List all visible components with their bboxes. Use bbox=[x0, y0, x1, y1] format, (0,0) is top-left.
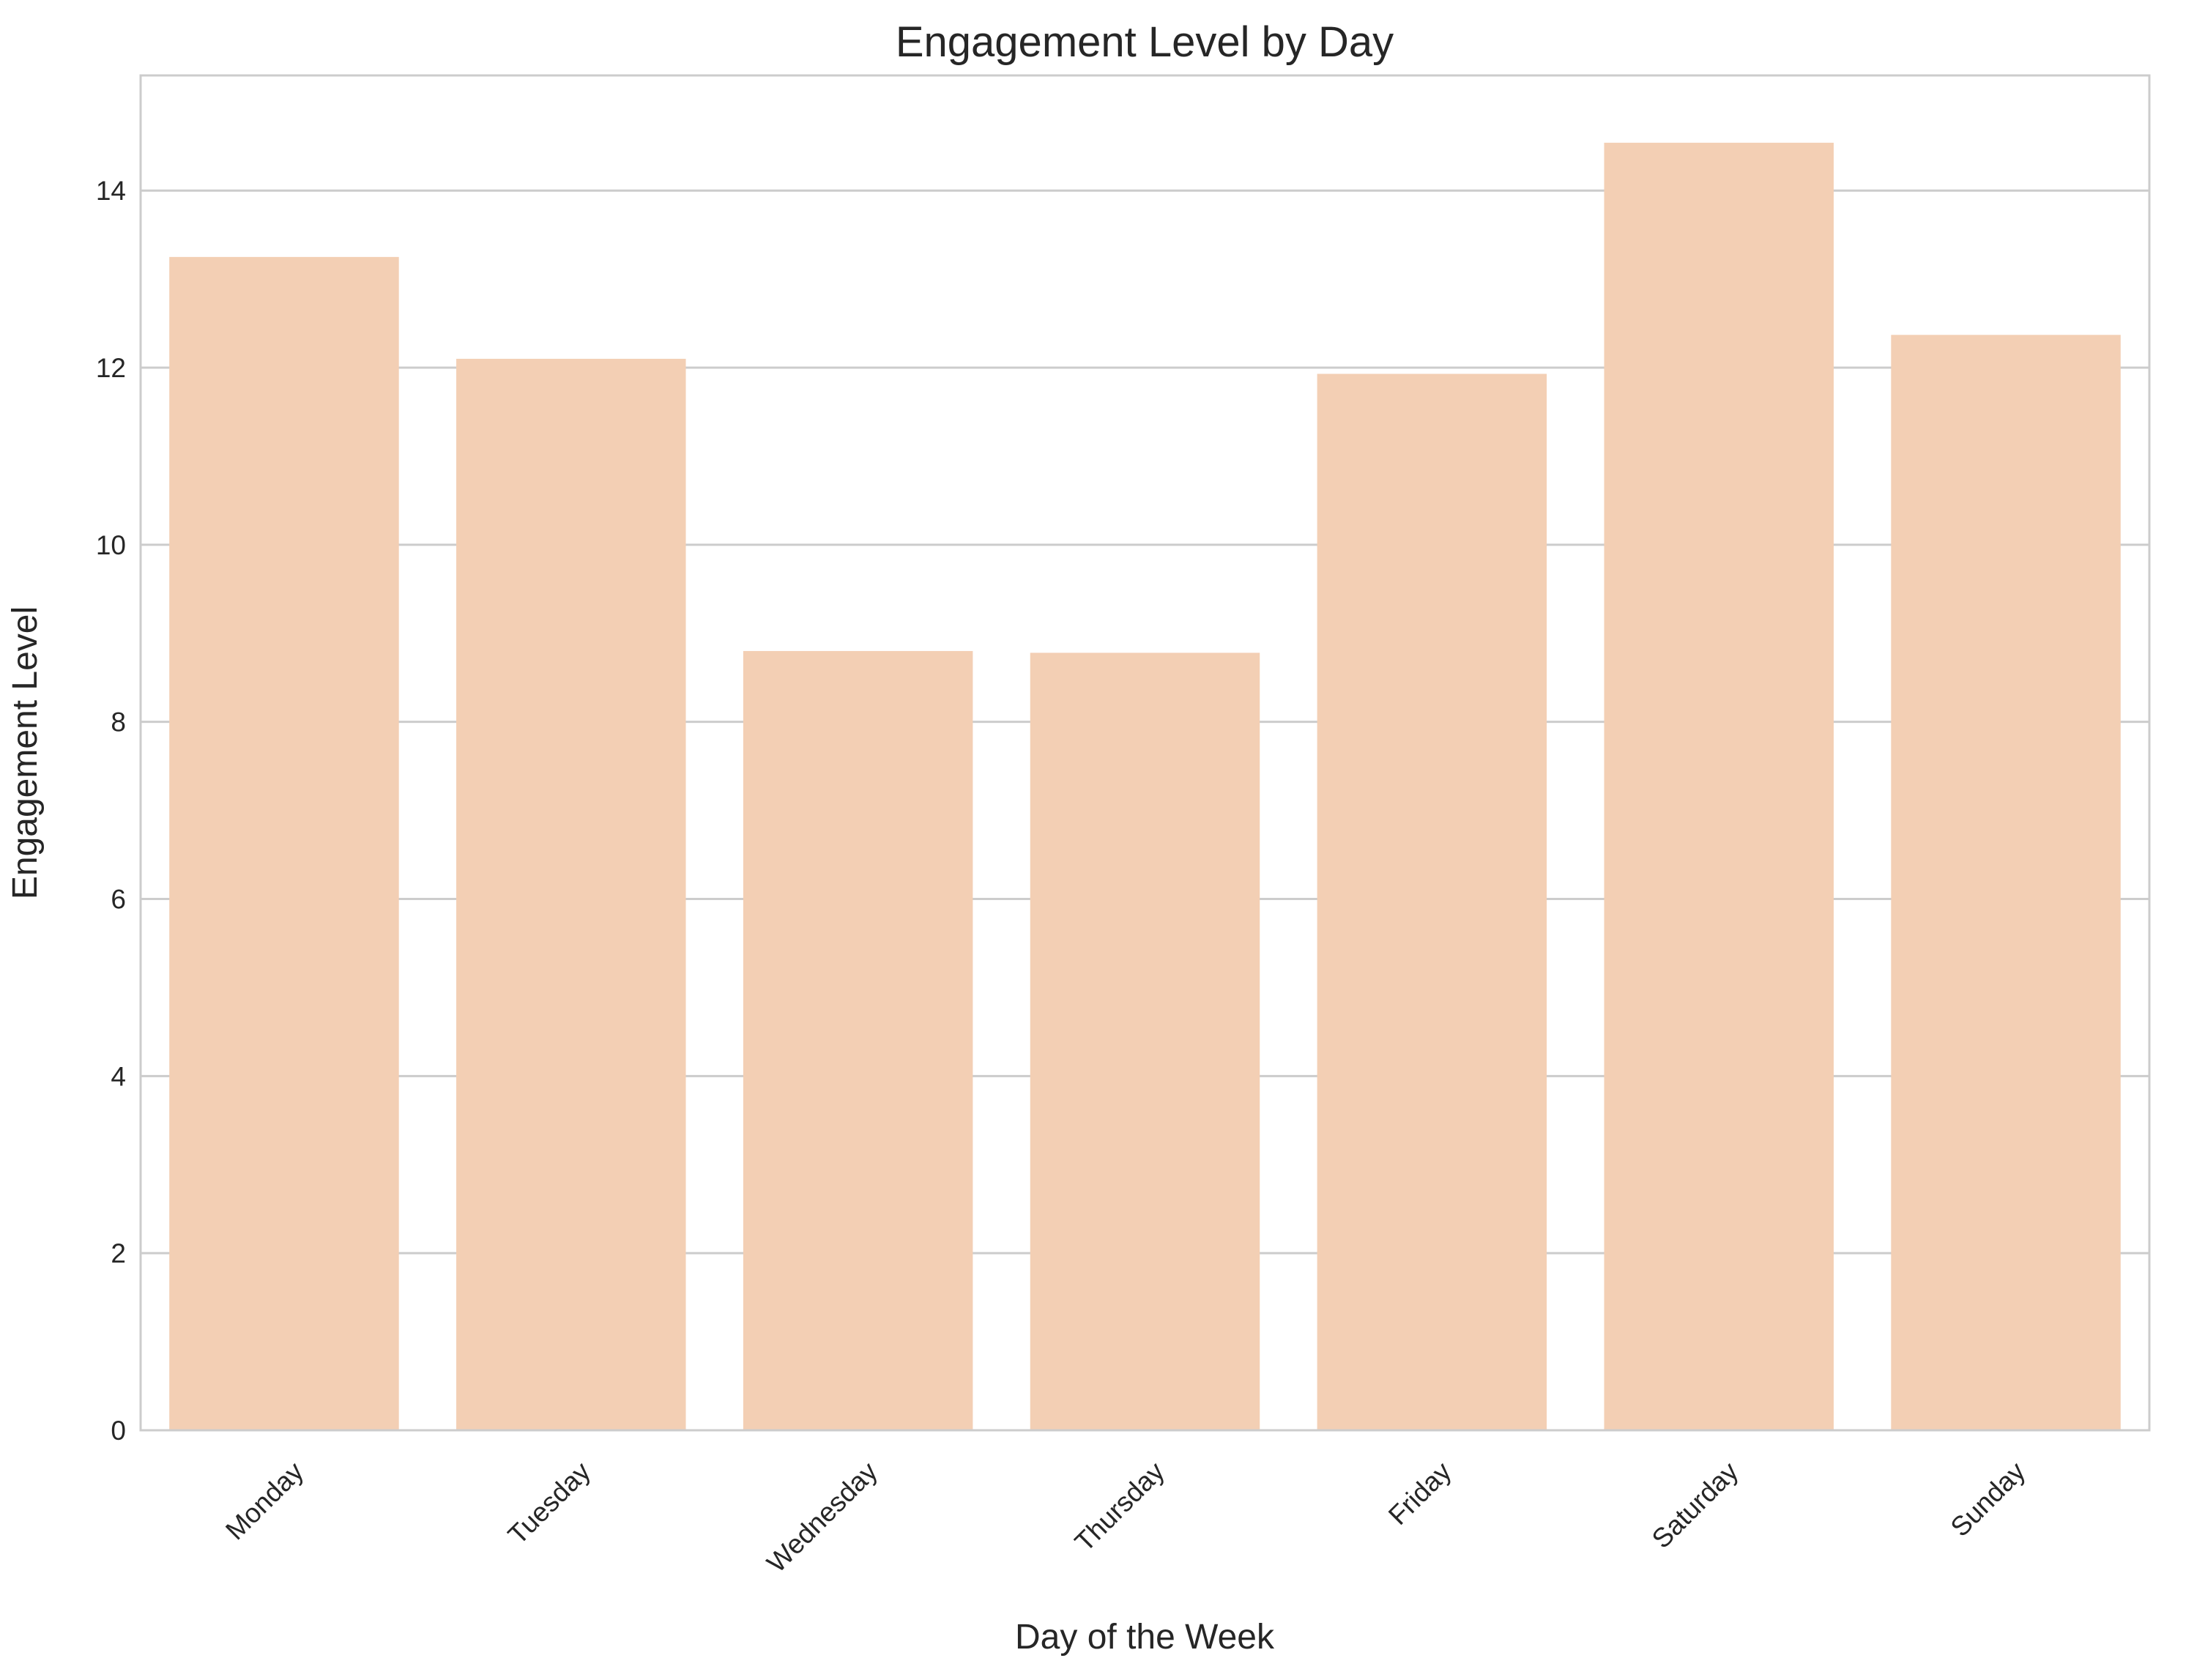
y-tick-label: 12 bbox=[96, 353, 126, 383]
chart-title: Engagement Level by Day bbox=[896, 18, 1394, 66]
y-tick-label: 10 bbox=[96, 530, 126, 560]
y-axis-label: Engagement Level bbox=[6, 606, 45, 899]
bar-tuesday bbox=[456, 358, 686, 1430]
y-tick-label: 2 bbox=[111, 1238, 126, 1268]
x-tick-label-wednesday: Wednesday bbox=[761, 1456, 883, 1578]
x-tick-label-saturday: Saturday bbox=[1646, 1456, 1744, 1554]
x-tick-label-tuesday: Tuesday bbox=[502, 1456, 597, 1550]
y-tick-labels: 0 2 4 6 8 10 12 14 bbox=[96, 176, 126, 1446]
x-tick-label-thursday: Thursday bbox=[1069, 1456, 1170, 1557]
bar-saturday bbox=[1604, 142, 1834, 1431]
bar-sunday bbox=[1891, 335, 2121, 1431]
x-tick-label-friday: Friday bbox=[1383, 1456, 1457, 1531]
bar-friday bbox=[1317, 373, 1547, 1431]
bar-wednesday bbox=[743, 650, 973, 1430]
x-tick-label-monday: Monday bbox=[220, 1456, 309, 1545]
y-tick-label: 4 bbox=[111, 1061, 126, 1091]
y-tick-label: 14 bbox=[96, 176, 126, 206]
y-tick-label: 8 bbox=[111, 707, 126, 737]
x-tick-labels: Monday Tuesday Wednesday Thursday Friday Satu… bbox=[220, 1456, 2031, 1578]
plot-frame bbox=[139, 74, 2151, 1432]
bar-monday bbox=[169, 256, 399, 1430]
bar-thursday bbox=[1030, 653, 1260, 1431]
x-axis-label: Day of the Week bbox=[1015, 1618, 1275, 1657]
bars bbox=[169, 142, 2121, 1431]
x-tick-label-sunday: Sunday bbox=[1945, 1456, 2031, 1542]
y-tick-label: 0 bbox=[111, 1416, 126, 1446]
y-tick-label: 6 bbox=[111, 885, 126, 915]
